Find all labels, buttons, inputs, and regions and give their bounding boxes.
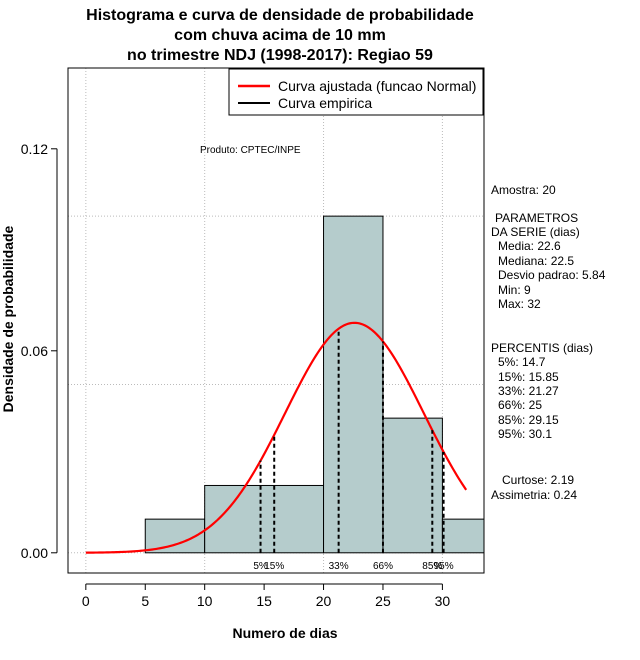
x-tick-label: 25 — [375, 593, 391, 609]
axes: 0 5 10 15 20 25 30 0.00 0.06 0.12 — [21, 141, 451, 609]
params-header-2: DA SERIE (dias) — [491, 225, 580, 239]
chart-title-line-1: Histograma e curva de densidade de proba… — [86, 7, 474, 24]
y-tick-label: 0.06 — [21, 343, 48, 359]
percentile-label: 33% — [329, 561, 349, 572]
param-desvio: Desvio padrao: 5.84 — [498, 268, 606, 282]
percentile-label: 95% — [434, 561, 454, 572]
legend-label-normal: Curva ajustada (funcao Normal) — [278, 78, 476, 94]
x-tick-label: 30 — [435, 593, 451, 609]
sample-size: Amostra: 20 — [491, 183, 556, 197]
percentile-lines: 5%15% 33% 66% 85%95% — [253, 328, 454, 572]
y-axis-label: Densidade de probabilidade — [0, 225, 16, 413]
histogram-bar — [204, 484, 325, 554]
legend: Curva ajustada (funcao Normal) Curva emp… — [228, 68, 484, 116]
percentile-label: 15% — [264, 561, 284, 572]
x-tick-label: 10 — [197, 593, 213, 609]
normal-curve — [85, 321, 468, 554]
x-tick-label: 20 — [316, 593, 332, 609]
x-tick-label: 0 — [82, 593, 90, 609]
percentile-95: 95%: 30.1 — [498, 427, 553, 441]
percentile-label: 66% — [373, 561, 393, 572]
histogram-bar — [441, 518, 485, 554]
percentile-label: 85% — [422, 561, 442, 572]
y-tick-label: 0.00 — [21, 545, 48, 561]
normal-curve-layer — [85, 321, 468, 554]
percentile-66: 66%: 25 — [498, 398, 543, 412]
product-annotation: Produto: CPTEC/INPE — [200, 145, 301, 156]
param-mediana: Mediana: 22.5 — [498, 254, 575, 268]
x-tick-label: 15 — [256, 593, 272, 609]
histogram-bar — [382, 417, 443, 554]
y-tick-label: 0.12 — [21, 141, 48, 157]
x-axis-label: Numero de dias — [232, 625, 338, 641]
skewness: Assimetria: 0.24 — [491, 488, 578, 502]
percentile-15: 15%: 15.85 — [498, 370, 559, 384]
x-tick-label: 5 — [141, 593, 149, 609]
percentiles-header: PERCENTIS (dias) — [491, 341, 594, 355]
params-header-1: PARAMETROS — [495, 211, 579, 225]
param-min: Min: 9 — [498, 283, 531, 297]
percentile-33: 33%: 21.27 — [498, 384, 559, 398]
param-max: Max: 32 — [498, 297, 541, 311]
percentile-5: 5%: 14.7 — [498, 355, 546, 369]
histogram-bar — [323, 215, 384, 554]
chart-title-line-3: no trimestre NDJ (1998-2017): Regiao 59 — [127, 47, 433, 64]
histogram-bars — [144, 215, 485, 554]
percentile-label: 5% — [253, 561, 268, 572]
chart-title-line-2: com chuva acima de 10 mm — [174, 27, 386, 44]
percentile-85: 85%: 29.15 — [498, 413, 559, 427]
kurtosis: Curtose: 2.19 — [502, 473, 575, 487]
legend-box — [228, 68, 484, 116]
plot-frame — [67, 67, 485, 574]
legend-label-empirical: Curva empirica — [278, 95, 372, 111]
param-media: Media: 22.6 — [498, 239, 561, 253]
